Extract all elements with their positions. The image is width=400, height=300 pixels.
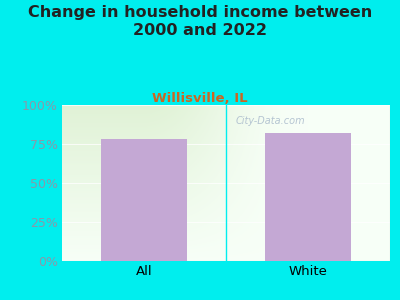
Text: City-Data.com: City-Data.com <box>235 116 305 126</box>
Text: Willisville, IL: Willisville, IL <box>152 92 248 104</box>
Text: Change in household income between
2000 and 2022: Change in household income between 2000 … <box>28 4 372 38</box>
Bar <box>265 133 351 261</box>
Bar <box>101 139 187 261</box>
